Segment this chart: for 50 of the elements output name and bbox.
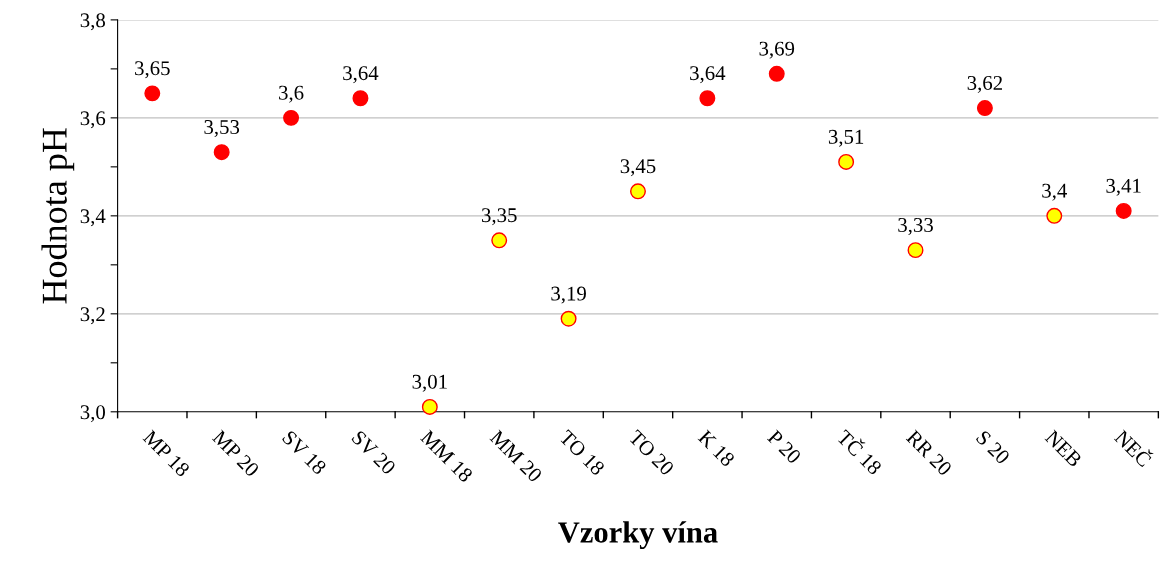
point (630, 183, 646, 200)
x-tick-label: TO 20 (627, 429, 675, 477)
x-tick-label: MM 18 (419, 429, 474, 483)
x-tick-label: RR 20 (905, 429, 953, 477)
data-label: 3,35 (481, 208, 517, 226)
data-label: 3,19 (551, 286, 586, 304)
data-label: 3,65 (135, 61, 170, 79)
data-label: 3,41 (1106, 178, 1141, 196)
point (1115, 202, 1132, 219)
x-tick-label: SV 20 (350, 429, 397, 476)
data-label: 3,53 (204, 120, 240, 138)
point (421, 398, 438, 415)
point (976, 100, 993, 117)
point (144, 85, 161, 102)
x-tick-label: MM 20 (489, 429, 543, 483)
data-label: 3,51 (828, 129, 864, 147)
y-axis-title: Hodnota pH (41, 128, 75, 304)
data-label: 3,64 (690, 66, 726, 84)
point (213, 144, 230, 161)
y-tick-label: 3,6 (80, 111, 106, 129)
data-label: 3,6 (279, 85, 304, 103)
data-label: 3,4 (1042, 183, 1067, 201)
y-tick-label: 3,8 (80, 13, 105, 31)
x-tick-label: TČ 18 (836, 426, 886, 476)
point (352, 90, 369, 107)
x-tick-label: K 18 (697, 429, 736, 468)
point (283, 109, 300, 126)
point (699, 90, 716, 107)
x-tick-label: S 20 (975, 429, 1011, 465)
y-tick-label: 3,4 (80, 209, 106, 227)
point (907, 242, 924, 259)
x-tick-label: SV 18 (281, 429, 328, 476)
data-label: 3,69 (759, 41, 795, 59)
x-tick-label: MP 18 (142, 429, 191, 478)
data-label: 3,33 (898, 218, 933, 236)
data-label: 3,62 (967, 75, 1002, 93)
point (560, 310, 577, 327)
point (1046, 207, 1063, 224)
data-label: 3,45 (620, 159, 656, 177)
x-tick-label: TO 18 (558, 429, 606, 477)
x-tick-label: P 20 (766, 429, 802, 465)
x-tick-label: MP 20 (211, 429, 260, 478)
point (768, 65, 785, 82)
data-label: 3,64 (343, 66, 379, 84)
x-axis-title: Vzorky vína (558, 521, 718, 549)
data-label: 3,01 (412, 374, 447, 392)
y-tick-label: 3,0 (80, 405, 105, 423)
y-tick-label: 3,2 (80, 307, 105, 325)
point (838, 153, 855, 170)
point (491, 232, 508, 249)
